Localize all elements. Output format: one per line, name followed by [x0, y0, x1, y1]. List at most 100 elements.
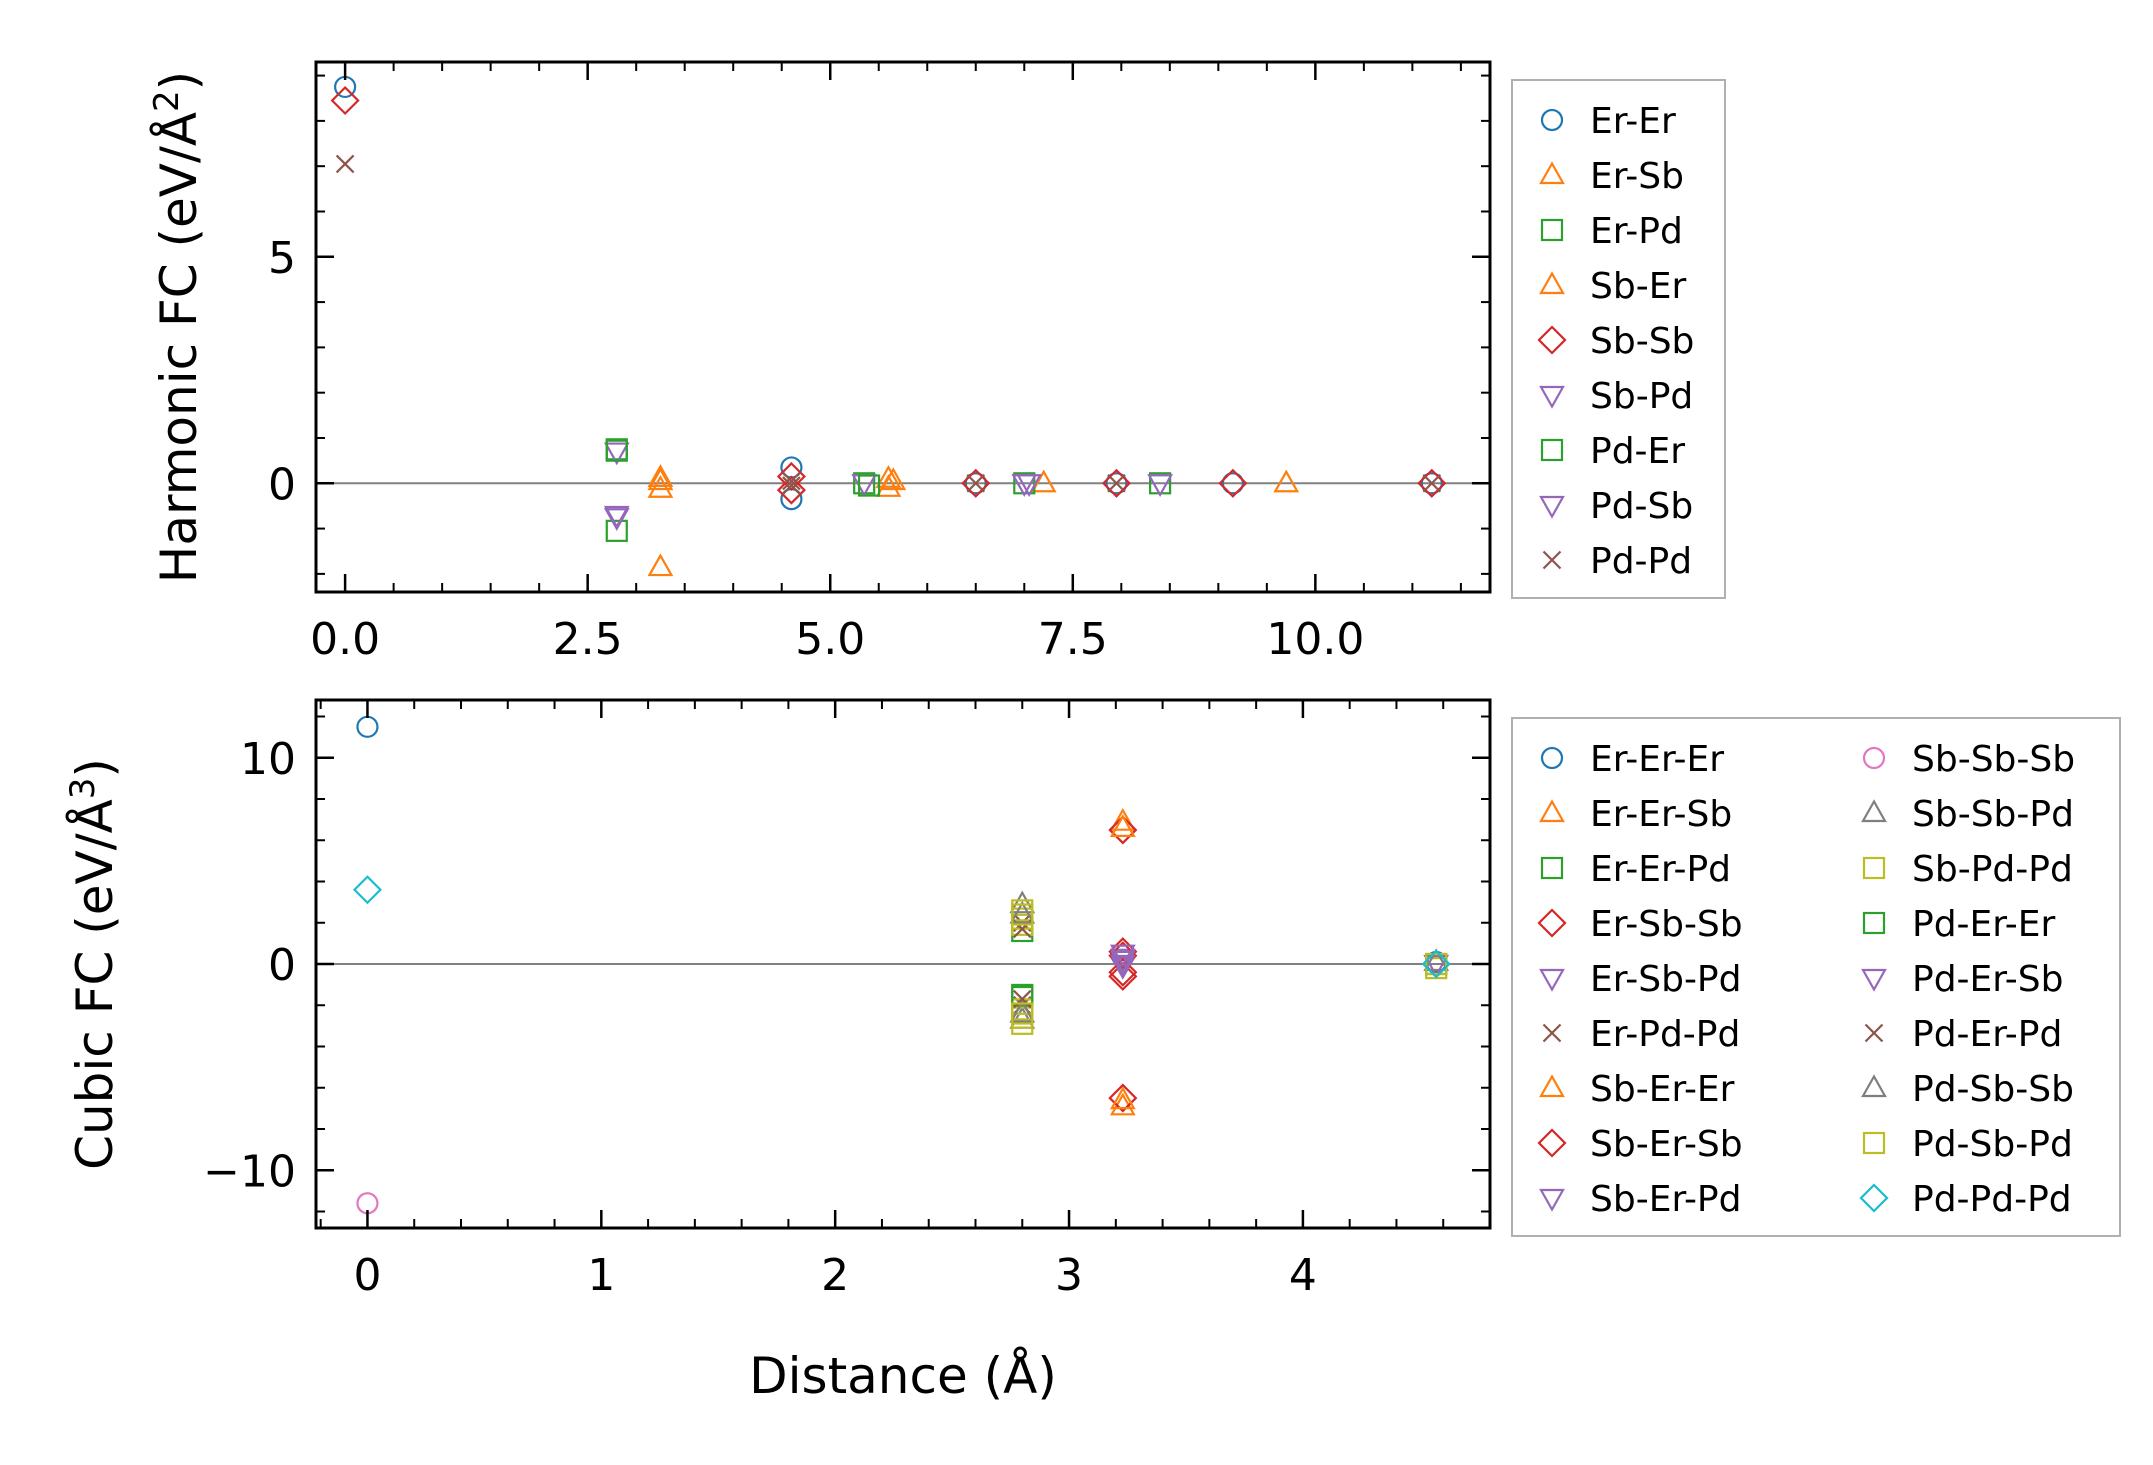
legend-label-er-er-sb: Er-Er-Sb [1590, 794, 1732, 835]
ticks [316, 700, 1491, 1228]
point-pd-pd-3 [966, 474, 986, 493]
legend-frame [1511, 79, 1726, 599]
y-axis-label-close: ) [150, 71, 208, 91]
point-sb-sb-3 [961, 468, 991, 498]
legend: Er-Er-Er Er-Er-Sb Er-Er-Pd Er-Sb-Sb Er-Sb-Pd… [1511, 717, 2121, 1237]
point-er-sb-1 [647, 474, 674, 498]
point-pd-sb-1 [1016, 474, 1043, 498]
legend-label-sb-pd-pd: Sb-Pd-Pd [1912, 849, 2073, 890]
legend-label-pd-pd: Pd-Pd [1590, 541, 1692, 582]
legend-marker-sb-sb-sb [1862, 746, 1886, 770]
legend-marker-sb-er-er [1539, 1074, 1565, 1098]
legend-label-pd-er-sb: Pd-Er-Sb [1912, 959, 2064, 1000]
x-tick-label: 3 [1055, 1250, 1083, 1301]
point-sb-er-0 [647, 467, 674, 491]
point-er-sb-0 [647, 464, 674, 487]
legend-marker-sb-sb-pd [1861, 799, 1887, 823]
legend-label-sb-er-sb: Sb-Er-Sb [1590, 1124, 1743, 1165]
point-sb-sb-4 [1101, 468, 1132, 498]
point-pd-sb-pd-2 [1425, 952, 1448, 976]
point-pd-pd-pd-1 [1421, 949, 1451, 979]
point-er-er-4 [1105, 472, 1128, 495]
point-pd-er-1 [857, 474, 881, 497]
x-tick-label: 0 [353, 1250, 381, 1301]
legend-marker-sb-pd-pd [1862, 856, 1886, 880]
point-sb-pd-pd-4 [1011, 1006, 1034, 1029]
legend-label-sb-sb: Sb-Sb [1590, 321, 1694, 362]
point-sb-pd-4 [1147, 474, 1173, 498]
legend-label-pd-er-er: Pd-Er-Er [1912, 904, 2056, 945]
legend-marker-pd-pd [1542, 550, 1562, 570]
x-tick-label: 5.0 [795, 614, 865, 665]
legend-marker-sb-er-pd [1539, 1188, 1565, 1212]
point-er-er-sb-0 [1109, 807, 1136, 831]
point-pd-sb-pd-0 [1011, 903, 1034, 926]
point-er-sb-2 [647, 553, 674, 577]
legend-label-sb-sb-sb: Sb-Sb-Sb [1912, 739, 2075, 780]
y-tick-label: 0 [268, 940, 296, 991]
legend-label-er-er: Er-Er [1590, 101, 1676, 142]
y-axis-label-close: ) [66, 758, 124, 778]
x-tick-label: 1 [587, 1250, 615, 1301]
point-er-er-5 [1221, 472, 1244, 495]
legend-marker-er-er-pd [1540, 856, 1564, 880]
plot-frame [314, 60, 1492, 594]
legend-label-er-er-er: Er-Er-Er [1590, 739, 1724, 780]
point-er-er-6 [1420, 472, 1443, 495]
legend-label-er-er-pd: Er-Er-Pd [1590, 849, 1731, 890]
point-er-sb-sb-1 [1108, 1083, 1138, 1113]
point-pd-pd-pd-0 [352, 875, 383, 905]
legend-frame [1511, 717, 2121, 1237]
y-tick-label: 10 [240, 734, 296, 785]
ticks [316, 62, 1490, 592]
legend-marker-pd-er-er [1862, 911, 1886, 935]
point-sb-pd-0 [603, 442, 630, 466]
legend-label-er-sb: Er-Sb [1590, 156, 1684, 197]
x-tick-label: 0.0 [310, 614, 380, 665]
legend: Er-Er Er-Sb Er-Pd Sb-Er Sb-Sb Sb-Pd Pd-Er Pd-Sb… [1511, 79, 1726, 599]
legend-label-er-sb-pd: Er-Sb-Pd [1590, 959, 1742, 1000]
legend-marker-er-pd [1540, 218, 1564, 242]
point-sb-sb-6 [1417, 468, 1447, 498]
point-sb-pd-1 [603, 505, 630, 529]
x-tick-label: 2.5 [553, 614, 623, 665]
legend-marker-pd-pd-pd [1859, 1183, 1889, 1213]
legend-label-sb-er-pd: Sb-Er-Pd [1590, 1179, 1742, 1220]
legend-label-pd-sb: Pd-Sb [1590, 486, 1693, 527]
y-tick-label: 0 [268, 459, 296, 510]
y-axis-label: Harmonic FC (eV/Å2) [147, 71, 208, 583]
point-sb-sb-pd-1 [1009, 1005, 1036, 1029]
point-sb-sb-5 [1218, 468, 1248, 498]
data-markers [352, 715, 1451, 1215]
point-sb-pd-2 [851, 474, 878, 498]
data-markers [330, 75, 1447, 577]
point-sb-sb-2 [776, 475, 806, 505]
point-sb-er-sb-1 [1108, 957, 1138, 987]
legend-label-pd-sb-sb: Pd-Sb-Sb [1912, 1069, 2074, 1110]
legend-marker-pd-sb-sb [1861, 1074, 1887, 1098]
legend-marker-sb-er-sb [1537, 1128, 1567, 1158]
point-pd-er-sb-1 [1423, 954, 1450, 978]
x-tick-label: 7.5 [1038, 614, 1108, 665]
point-sb-er-er-1 [1109, 1086, 1136, 1110]
legend-marker-sb-sb [1537, 325, 1567, 355]
point-pd-sb-sb-0 [1009, 900, 1036, 924]
point-er-pd-1 [605, 519, 628, 542]
point-er-sb-3 [875, 465, 902, 488]
legend-marker-sb-er [1539, 271, 1565, 295]
x-axis-label: Distance (Å) [749, 1347, 1057, 1405]
panel-top-harmonic: 0.0 2.5 5.0 7.5 10.0 0 5 Harmonic FC (eV/Å2) Er-… [147, 60, 1726, 665]
y-axis-label-main: Cubic FC (eV/Å [66, 799, 124, 1170]
legend-label-er-sb-sb: Er-Sb-Sb [1590, 904, 1743, 945]
point-pd-pd-2 [782, 476, 801, 495]
legend-marker-sb-pd [1539, 385, 1565, 409]
point-er-er-3 [964, 472, 987, 495]
point-sb-sb-pd-0 [1009, 890, 1036, 914]
legend-marker-pd-er-sb [1861, 968, 1887, 992]
y-axis-label-main: Harmonic FC (eV/Å [150, 112, 208, 583]
y-axis-label-superscript: 2 [147, 90, 187, 112]
x-tick-label: 10.0 [1266, 614, 1364, 665]
legend-label-pd-pd-pd: Pd-Pd-Pd [1912, 1179, 2072, 1220]
legend-marker-er-sb-pd [1539, 968, 1565, 992]
